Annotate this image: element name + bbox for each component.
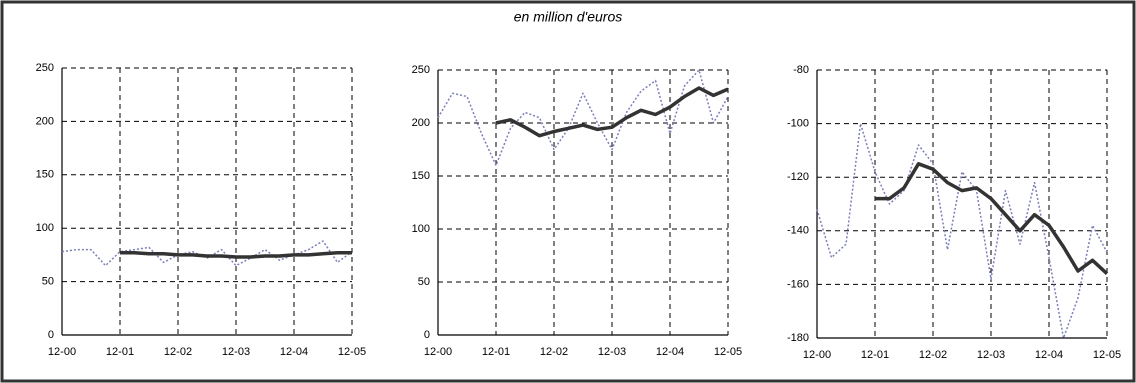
y-tick-label: -80	[793, 64, 809, 76]
data-line	[437, 69, 729, 167]
y-tick-label: 50	[418, 276, 430, 288]
y-tick-label: -120	[787, 171, 809, 183]
data-line	[120, 251, 352, 259]
y-tick-label: 100	[36, 222, 54, 234]
y-tick-label: 200	[36, 115, 54, 127]
y-tick-label: 250	[36, 62, 54, 74]
x-tick-label: 12-01	[861, 349, 889, 361]
y-tick-label: -160	[787, 278, 809, 290]
data-line	[816, 122, 1108, 339]
x-tick-label: 12-05	[714, 346, 742, 358]
y-tick-label: 200	[412, 117, 430, 129]
x-tick-label: 12-02	[919, 349, 947, 361]
x-tick-label: 12-03	[977, 349, 1005, 361]
x-tick-label: 12-01	[106, 346, 134, 358]
x-tick-label: 12-00	[803, 349, 831, 361]
x-tick-label: 12-01	[482, 346, 510, 358]
x-tick-label: 12-03	[222, 346, 250, 358]
x-tick-label: 12-04	[280, 346, 308, 358]
x-tick-label: 12-05	[1093, 349, 1121, 361]
data-line	[495, 86, 729, 138]
x-tick-label: 12-00	[48, 346, 76, 358]
y-tick-label: 50	[42, 276, 54, 288]
y-tick-label: 0	[48, 329, 54, 341]
data-line	[61, 240, 353, 267]
y-tick-label: 150	[36, 169, 54, 181]
y-tick-label: 100	[412, 223, 430, 235]
x-tick-label: 12-03	[598, 346, 626, 358]
x-tick-label: 12-00	[424, 346, 452, 358]
data-line	[875, 162, 1109, 275]
y-tick-label: -180	[787, 332, 809, 344]
x-tick-label: 12-02	[164, 346, 192, 358]
y-tick-label: -140	[787, 225, 809, 237]
x-tick-label: 12-05	[338, 346, 366, 358]
y-tick-label: 150	[412, 170, 430, 182]
figure-title: en million d'euros	[514, 9, 623, 25]
x-tick-label: 12-02	[540, 346, 568, 358]
x-tick-label: 12-04	[1035, 349, 1063, 361]
x-tick-label: 12-04	[656, 346, 684, 358]
y-tick-label: 0	[424, 329, 430, 341]
y-tick-label: 250	[412, 64, 430, 76]
y-tick-label: -100	[787, 118, 809, 130]
